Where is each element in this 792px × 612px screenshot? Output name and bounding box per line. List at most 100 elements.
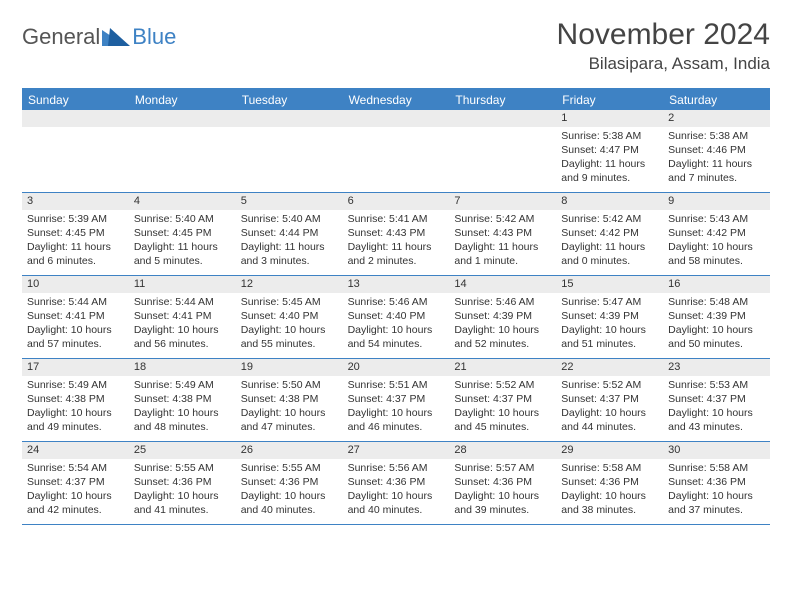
week-row: 17Sunrise: 5:49 AMSunset: 4:38 PMDayligh… xyxy=(22,359,770,442)
day-cell: 4 Sunrise: 5:40 AMSunset: 4:45 PMDaylight… xyxy=(129,193,236,275)
day-body: Sunrise: 5:51 AMSunset: 4:37 PMDaylight:… xyxy=(343,378,450,439)
sunset-text: Sunset: 4:38 PM xyxy=(27,392,124,406)
day-cell: 2Sunrise: 5:38 AMSunset: 4:46 PMDaylight… xyxy=(663,110,770,192)
day-body: Sunrise: 5:43 AMSunset: 4:42 PMDaylight:… xyxy=(663,212,770,273)
day-number: 10 xyxy=(22,276,129,293)
sunset-text: Sunset: 4:39 PM xyxy=(668,309,765,323)
day-cell: 24 Sunrise: 5:54 AMSunset: 4:37 PMDayligh… xyxy=(22,442,129,524)
day-cell: 28Sunrise: 5:57 AMSunset: 4:36 PMDayligh… xyxy=(449,442,556,524)
sunrise-text: Sunrise: 5:41 AM xyxy=(348,212,445,226)
day-body: Sunrise: 5:49 AMSunset: 4:38 PMDaylight:… xyxy=(22,378,129,439)
day-number: 24 xyxy=(22,442,129,459)
day-cell: 16Sunrise: 5:48 AMSunset: 4:39 PMDayligh… xyxy=(663,276,770,358)
day-body: Sunrise: 5:55 AMSunset: 4:36 PMDaylight:… xyxy=(236,461,343,522)
sunset-text: Sunset: 4:46 PM xyxy=(668,143,765,157)
sunset-text: Sunset: 4:42 PM xyxy=(561,226,658,240)
day-number xyxy=(22,110,129,127)
sunset-text: Sunset: 4:37 PM xyxy=(27,475,124,489)
day-body: Sunrise: 5:47 AMSunset: 4:39 PMDaylight:… xyxy=(556,295,663,356)
day-cell: 9 Sunrise: 5:43 AMSunset: 4:42 PMDaylight… xyxy=(663,193,770,275)
day-cell: 23Sunrise: 5:53 AMSunset: 4:37 PMDayligh… xyxy=(663,359,770,441)
logo: General Blue xyxy=(22,18,176,50)
calendar: SundayMondayTuesdayWednesdayThursdayFrid… xyxy=(22,88,770,525)
sunrise-text: Sunrise: 5:42 AM xyxy=(454,212,551,226)
day-cell: 8Sunrise: 5:42 AMSunset: 4:42 PMDaylight… xyxy=(556,193,663,275)
weekday-header: Friday xyxy=(556,90,663,110)
day-cell: 21 Sunrise: 5:52 AMSunset: 4:37 PMDayligh… xyxy=(449,359,556,441)
day-number: 7 xyxy=(449,193,556,210)
sunset-text: Sunset: 4:41 PM xyxy=(27,309,124,323)
day-body: Sunrise: 5:42 AMSunset: 4:42 PMDaylight:… xyxy=(556,212,663,273)
day-cell: 13Sunrise: 5:46 AMSunset: 4:40 PMDayligh… xyxy=(343,276,450,358)
sunrise-text: Sunrise: 5:52 AM xyxy=(454,378,551,392)
sunset-text: Sunset: 4:36 PM xyxy=(561,475,658,489)
day-number: 30 xyxy=(663,442,770,459)
sunrise-text: Sunrise: 5:38 AM xyxy=(561,129,658,143)
day-cell: 1Sunrise: 5:38 AMSunset: 4:47 PMDaylight… xyxy=(556,110,663,192)
sunrise-text: Sunrise: 5:55 AM xyxy=(134,461,231,475)
sunrise-text: Sunrise: 5:44 AM xyxy=(134,295,231,309)
sunset-text: Sunset: 4:44 PM xyxy=(241,226,338,240)
header-bar: General Blue November 2024 Bilasipara, A… xyxy=(22,18,770,74)
day-number xyxy=(129,110,236,127)
day-cell: 26Sunrise: 5:55 AMSunset: 4:36 PMDayligh… xyxy=(236,442,343,524)
sunrise-text: Sunrise: 5:40 AM xyxy=(241,212,338,226)
sunrise-text: Sunrise: 5:53 AM xyxy=(668,378,765,392)
sunset-text: Sunset: 4:36 PM xyxy=(668,475,765,489)
sunset-text: Sunset: 4:38 PM xyxy=(134,392,231,406)
day-cell xyxy=(449,110,556,192)
daylight-text: Daylight: 11 hours and 5 minutes. xyxy=(134,240,231,268)
sunrise-text: Sunrise: 5:42 AM xyxy=(561,212,658,226)
weeks-container: 1Sunrise: 5:38 AMSunset: 4:47 PMDaylight… xyxy=(22,110,770,525)
day-number: 4 xyxy=(129,193,236,210)
daylight-text: Daylight: 10 hours and 55 minutes. xyxy=(241,323,338,351)
daylight-text: Daylight: 10 hours and 44 minutes. xyxy=(561,406,658,434)
day-body: Sunrise: 5:58 AMSunset: 4:36 PMDaylight:… xyxy=(556,461,663,522)
title-block: November 2024 Bilasipara, Assam, India xyxy=(557,18,770,74)
sunrise-text: Sunrise: 5:49 AM xyxy=(134,378,231,392)
sunset-text: Sunset: 4:39 PM xyxy=(561,309,658,323)
sunrise-text: Sunrise: 5:39 AM xyxy=(27,212,124,226)
daylight-text: Daylight: 11 hours and 2 minutes. xyxy=(348,240,445,268)
day-cell: 29 Sunrise: 5:58 AMSunset: 4:36 PMDayligh… xyxy=(556,442,663,524)
daylight-text: Daylight: 10 hours and 43 minutes. xyxy=(668,406,765,434)
daylight-text: Daylight: 10 hours and 56 minutes. xyxy=(134,323,231,351)
sunset-text: Sunset: 4:38 PM xyxy=(241,392,338,406)
sunrise-text: Sunrise: 5:50 AM xyxy=(241,378,338,392)
sunrise-text: Sunrise: 5:43 AM xyxy=(668,212,765,226)
daylight-text: Daylight: 10 hours and 45 minutes. xyxy=(454,406,551,434)
week-row: 3Sunrise: 5:39 AMSunset: 4:45 PMDaylight… xyxy=(22,193,770,276)
day-body: Sunrise: 5:44 AMSunset: 4:41 PMDaylight:… xyxy=(129,295,236,356)
day-number: 29 xyxy=(556,442,663,459)
day-cell: 25Sunrise: 5:55 AMSunset: 4:36 PMDayligh… xyxy=(129,442,236,524)
daylight-text: Daylight: 10 hours and 42 minutes. xyxy=(27,489,124,517)
daylight-text: Daylight: 11 hours and 0 minutes. xyxy=(561,240,658,268)
day-number: 28 xyxy=(449,442,556,459)
day-number: 13 xyxy=(343,276,450,293)
logo-text-blue: Blue xyxy=(132,24,176,50)
day-number: 9 xyxy=(663,193,770,210)
month-title: November 2024 xyxy=(557,18,770,52)
day-cell: 22Sunrise: 5:52 AMSunset: 4:37 PMDayligh… xyxy=(556,359,663,441)
sunset-text: Sunset: 4:41 PM xyxy=(134,309,231,323)
daylight-text: Daylight: 10 hours and 37 minutes. xyxy=(668,489,765,517)
sunset-text: Sunset: 4:36 PM xyxy=(134,475,231,489)
day-cell: 5Sunrise: 5:40 AMSunset: 4:44 PMDaylight… xyxy=(236,193,343,275)
day-cell: 6Sunrise: 5:41 AMSunset: 4:43 PMDaylight… xyxy=(343,193,450,275)
day-cell: 7Sunrise: 5:42 AMSunset: 4:43 PMDaylight… xyxy=(449,193,556,275)
day-number: 18 xyxy=(129,359,236,376)
sunset-text: Sunset: 4:45 PM xyxy=(27,226,124,240)
day-number: 14 xyxy=(449,276,556,293)
day-body: Sunrise: 5:52 AMSunset: 4:37 PMDaylight:… xyxy=(449,378,556,439)
day-number: 21 xyxy=(449,359,556,376)
day-body: Sunrise: 5:45 AMSunset: 4:40 PMDaylight:… xyxy=(236,295,343,356)
sunrise-text: Sunrise: 5:54 AM xyxy=(27,461,124,475)
day-body: Sunrise: 5:40 AMSunset: 4:45 PMDaylight:… xyxy=(129,212,236,273)
daylight-text: Daylight: 10 hours and 48 minutes. xyxy=(134,406,231,434)
day-cell: 27Sunrise: 5:56 AMSunset: 4:36 PMDayligh… xyxy=(343,442,450,524)
day-cell xyxy=(343,110,450,192)
logo-triangle-icon xyxy=(102,28,130,46)
day-cell xyxy=(236,110,343,192)
day-body: Sunrise: 5:39 AMSunset: 4:45 PMDaylight:… xyxy=(22,212,129,273)
daylight-text: Daylight: 10 hours and 40 minutes. xyxy=(348,489,445,517)
